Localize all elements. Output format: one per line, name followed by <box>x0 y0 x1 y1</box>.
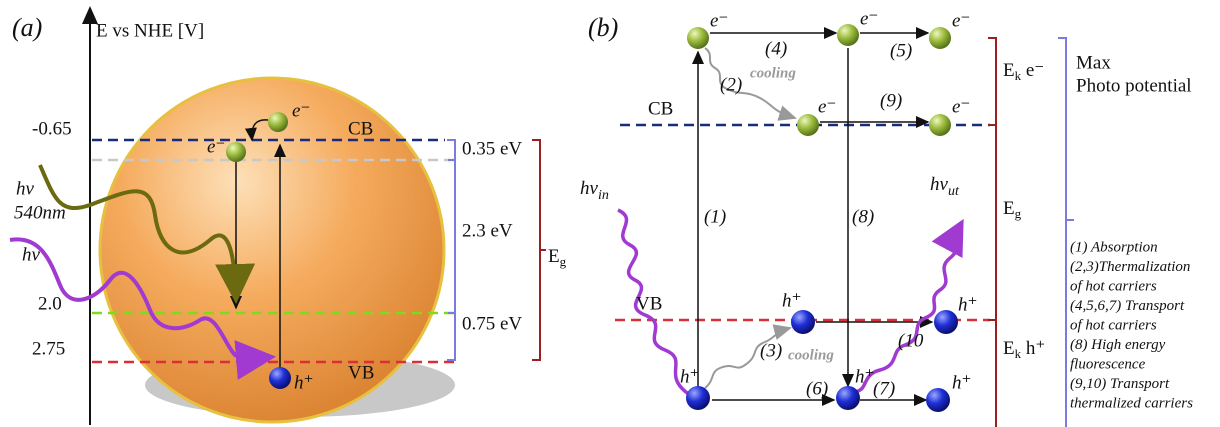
band-gap-label: Eg <box>1003 198 1022 221</box>
gap-label: 0.75 eV <box>462 313 522 334</box>
band-label: VB <box>636 293 662 314</box>
hole-label: h⁺ <box>855 366 875 387</box>
gap-label: 0.35 eV <box>462 138 522 159</box>
electron-label: e⁻ <box>207 136 225 157</box>
band-label: VB <box>348 362 374 383</box>
electron <box>797 114 819 136</box>
panel-a: (a) E vs NHE [V] -0.65 2.0 2.75 CB VB e⁻… <box>10 8 567 425</box>
legend-item: (8) High energy <box>1070 337 1166 353</box>
gap-label: 2.3 eV <box>462 220 513 241</box>
electron-label: e⁻ <box>860 8 878 29</box>
step-label: (1) <box>704 206 726 227</box>
hole-label: h⁺ <box>958 294 978 315</box>
hole-label: h⁺ <box>782 290 802 311</box>
electron <box>929 114 951 136</box>
ek-hole-label: Ek h⁺ <box>1003 338 1045 361</box>
bracket <box>988 38 996 427</box>
hole <box>934 310 958 334</box>
hole-label: h⁺ <box>952 372 972 393</box>
electron-label: e⁻ <box>710 10 728 31</box>
panel-label: (a) <box>12 13 42 42</box>
hole <box>269 367 291 389</box>
diagram: (a) E vs NHE [V] -0.65 2.0 2.75 CB VB e⁻… <box>0 0 1220 427</box>
legend-item: (1) Absorption <box>1070 239 1158 255</box>
step-label: (10 <box>898 330 924 351</box>
legend-item: (9,10) Transport <box>1070 376 1170 392</box>
legend: (1) Absorption (2,3)Thermalization of hot … <box>1070 239 1193 411</box>
hole <box>686 386 710 410</box>
hole-label: h⁺ <box>294 372 314 393</box>
electron <box>837 24 859 46</box>
bracket <box>447 140 455 360</box>
electron <box>226 142 246 162</box>
electron-label: e⁻ <box>952 10 970 31</box>
level-label: -0.65 <box>32 118 72 139</box>
electron <box>687 27 709 49</box>
hole <box>836 386 860 410</box>
photon-label: hv <box>22 244 41 265</box>
band-label: CB <box>348 118 373 139</box>
step-label: (3) <box>760 340 782 361</box>
legend-item: (4,5,6,7) Transport <box>1070 298 1185 314</box>
electron <box>929 27 951 49</box>
photon-label: hvut <box>930 174 960 199</box>
legend-item: (2,3)Thermalization <box>1070 259 1190 275</box>
cooling-label: cooling <box>788 347 834 363</box>
step-label: (2) <box>720 74 742 95</box>
step-label: (7) <box>873 378 895 399</box>
electron-label: e⁻ <box>818 96 836 117</box>
photon-label: 540nm <box>14 202 66 223</box>
panel-b: (b) CB VB e⁻ e⁻ e⁻ e⁻ e⁻ h⁺ h⁺ h⁺ h⁺ h⁺ … <box>580 8 1193 427</box>
axis-title: E vs NHE [V] <box>96 20 204 41</box>
cooling-label: cooling <box>750 65 796 81</box>
electron <box>268 112 288 132</box>
band-label: CB <box>648 98 673 119</box>
photon-label: hv <box>16 178 35 199</box>
hole-label: h⁺ <box>680 366 700 387</box>
step-label: (8) <box>852 206 874 227</box>
electron-label: e⁻ <box>292 100 310 121</box>
bracket <box>448 160 455 313</box>
step-label: (6) <box>806 378 828 399</box>
level-label: 2.75 <box>32 338 65 359</box>
legend-item: thermalized carriers <box>1070 395 1193 411</box>
band-gap-label: Eg <box>548 246 567 269</box>
max-label: Max <box>1076 52 1111 73</box>
legend-item: fluorescence <box>1070 356 1146 372</box>
electron-label: e⁻ <box>952 96 970 117</box>
legend-item: of hot carriers <box>1070 278 1157 294</box>
hole <box>926 388 950 412</box>
legend-item: of hot carriers <box>1070 317 1157 333</box>
ek-electron-label: Ek e⁻ <box>1003 60 1044 83</box>
step-label: (9) <box>880 90 902 111</box>
max-label: Photo potential <box>1076 75 1192 96</box>
step-label: (4) <box>765 38 787 59</box>
hole <box>791 310 815 334</box>
step-label: (5) <box>890 40 912 61</box>
bracket <box>532 140 546 360</box>
photon-label: hvin <box>580 178 609 203</box>
level-label: 2.0 <box>38 293 62 314</box>
panel-label: (b) <box>588 13 618 42</box>
